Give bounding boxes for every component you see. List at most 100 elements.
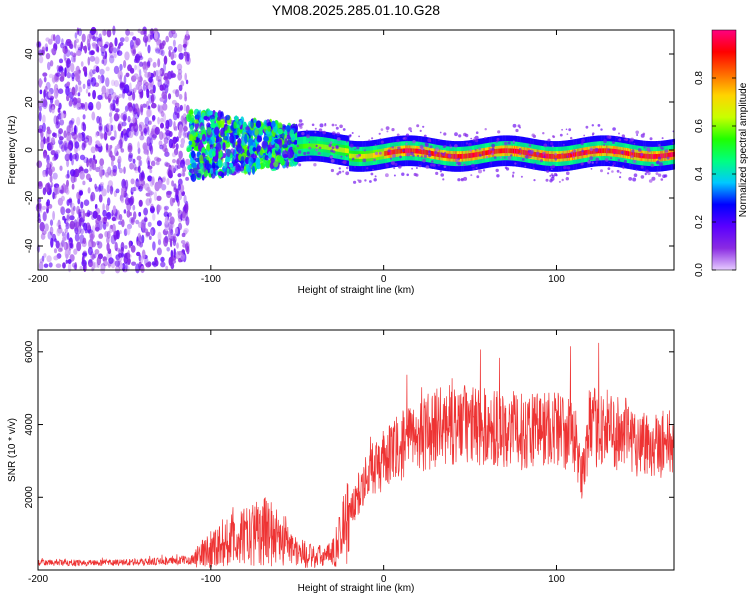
spectrogram-cell: [114, 37, 118, 47]
spectrogram-band-cell: [371, 153, 374, 158]
spectrogram-cell: [180, 240, 186, 244]
spectrogram-cell: [149, 34, 154, 40]
spectrogram-cell: [249, 130, 255, 136]
spectrogram-cell: [128, 95, 133, 101]
spectrogram-cell: [139, 159, 143, 167]
spectrogram-cell: [94, 226, 100, 232]
spectrogram-cell: [188, 140, 193, 146]
spectrogram-band-cell: [540, 153, 543, 158]
spectrogram-band-cell: [413, 148, 415, 154]
spectrogram-cell: [640, 152, 644, 157]
spectrogram-cell: [168, 256, 173, 266]
spectrogram-band-cell: [638, 153, 640, 158]
spectrogram-cell: [110, 136, 116, 141]
spectrogram-cell: [607, 167, 611, 171]
spectrogram-band-cell: [422, 149, 424, 155]
spectrogram-cell: [546, 169, 550, 173]
spectrogram-cell: [172, 236, 177, 243]
y-tick-label: -40: [24, 238, 35, 253]
spectrogram-cell: [183, 228, 189, 234]
spectrogram-cell: [580, 162, 584, 166]
spectrogram-cell: [161, 184, 167, 191]
spectrogram-cell: [74, 125, 77, 135]
spectrogram-cell: [512, 123, 517, 128]
spectrogram-cell: [128, 197, 134, 206]
spectrogram-cell: [45, 167, 49, 177]
spectrogram-band-cell: [665, 153, 667, 158]
spectrogram-cell: [561, 178, 564, 182]
spectrogram-cell: [524, 165, 527, 168]
spectrogram-cell: [211, 150, 216, 157]
spectrogram-cell: [55, 72, 61, 77]
spectrogram-cell: [336, 137, 341, 142]
spectrogram-cell: [147, 175, 153, 182]
spectrogram-cell: [506, 167, 510, 171]
spectrogram-band-cell: [548, 153, 550, 159]
spectrogram-cell: [60, 112, 65, 119]
spectrogram-cell: [79, 211, 82, 217]
spectrogram-band-cell: [304, 143, 306, 149]
spectrogram-cell: [587, 160, 591, 164]
spectrogram-cell: [286, 149, 293, 159]
spectrogram-band-cell: [492, 149, 494, 155]
spectrogram-cell: [468, 142, 472, 147]
spectrogram-cell: [397, 146, 401, 150]
spectrogram-cell: [103, 216, 108, 221]
spectrogram-band-cell: [591, 149, 593, 154]
spectrogram-cell: [220, 111, 224, 120]
spectrogram-cell: [612, 127, 616, 131]
spectrogram-cell: [597, 124, 601, 127]
spectrogram-cell: [243, 144, 249, 151]
spectrogram-cell: [351, 132, 354, 134]
spectrogram-cell: [124, 179, 129, 190]
spectrogram-cell: [88, 50, 95, 56]
spectrogram-cell: [133, 122, 139, 133]
spectrogram-cell: [151, 115, 156, 121]
spectrogram-cell: [612, 162, 616, 165]
spectrogram-cell: [163, 72, 169, 80]
spectrogram-cell: [465, 133, 469, 138]
spectrogram-band-cell: [424, 149, 427, 155]
spectrogram-cell: [105, 77, 110, 88]
spectrogram-cell: [124, 105, 129, 112]
spectrogram-cell: [73, 53, 77, 63]
spectrogram-cell: [338, 170, 342, 174]
spectrogram-cell: [305, 129, 308, 132]
spectrogram-cell: [76, 116, 81, 126]
spectrogram-cell: [566, 171, 570, 175]
spectrogram-cell: [512, 171, 515, 174]
spectrogram-cell: [136, 240, 142, 247]
spectrogram-cell: [166, 190, 172, 199]
spectrogram-cell: [113, 80, 119, 87]
spectrogram-cell: [267, 125, 272, 132]
spectrogram-cell: [147, 160, 150, 168]
spectrogram-band-cell: [652, 154, 655, 159]
spectrogram-cell: [99, 220, 103, 225]
spectrogram-cell: [226, 149, 231, 158]
spectrogram-band-cell: [341, 147, 344, 153]
spectrogram-cell: [108, 124, 112, 134]
colorbar-gradient: [712, 30, 736, 270]
spectrogram-cell: [151, 261, 156, 266]
spectrogram-cell: [561, 128, 563, 131]
spectrogram-band-cell: [325, 144, 327, 150]
spectrogram-cell: [230, 166, 236, 171]
spectrogram-cell: [621, 134, 625, 138]
spectrogram-cell: [650, 163, 655, 168]
spectrogram-cell: [562, 143, 565, 146]
spectrogram-cell: [573, 149, 577, 153]
spectrogram-cell: [566, 133, 569, 135]
spectrogram-band-cell: [573, 152, 575, 158]
spectrogram-band-cell: [515, 148, 517, 154]
spectrogram-cell: [406, 152, 411, 157]
spectrogram-band-cell: [590, 149, 592, 154]
snr-frame: [37, 329, 675, 571]
spectrogram-cell: [422, 148, 425, 151]
spectrogram-cell: [71, 55, 76, 63]
spectrogram-cell: [248, 157, 254, 167]
spectrogram-cell: [647, 148, 650, 151]
spectrogram-band-cell: [418, 148, 420, 154]
spectrogram-cell: [99, 68, 105, 75]
spectrogram-cell: [106, 88, 109, 97]
spectrogram-cell: [120, 148, 125, 153]
